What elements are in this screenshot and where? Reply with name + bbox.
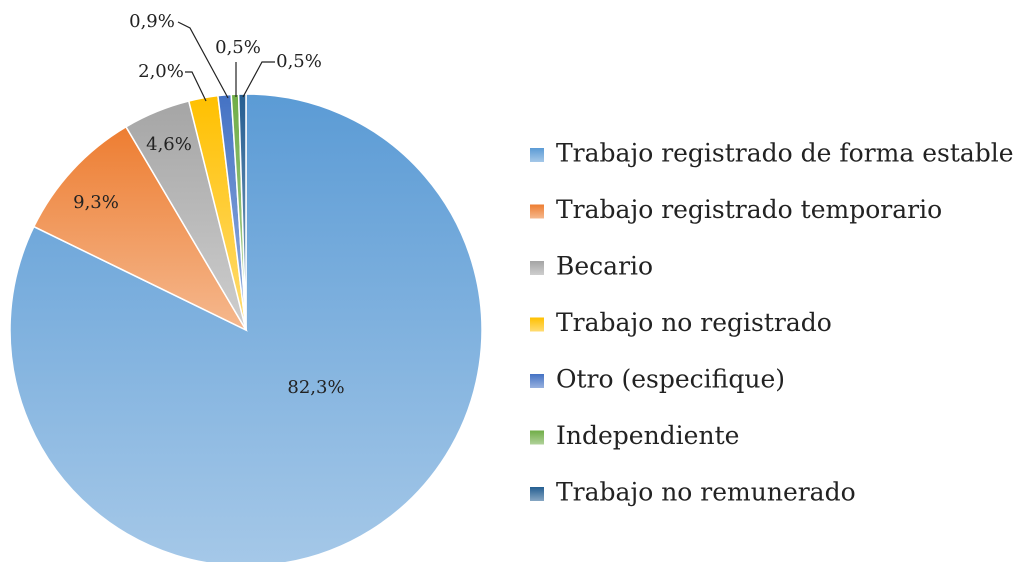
legend-swatch [530, 487, 544, 501]
data-label: 0,5% [276, 51, 322, 72]
legend-swatch [530, 148, 544, 162]
leader-line [177, 21, 229, 99]
pie-slice [237, 93, 247, 331]
legend-label: Trabajo registrado de forma estable [556, 139, 1014, 168]
legend-label: Trabajo registrado temporario [556, 195, 942, 224]
legend-swatch [530, 317, 544, 332]
data-label: 82,3% [287, 377, 344, 398]
leader-line [242, 61, 275, 98]
legend-label: Independiente [556, 421, 739, 450]
legend-label: Trabajo no registrado [556, 308, 832, 337]
pie-slice [32, 125, 248, 332]
data-label: 0,5% [215, 37, 261, 58]
data-label: 4,6% [146, 134, 192, 155]
legend-swatch [530, 374, 544, 388]
legend-label: Becario [556, 252, 653, 281]
data-label: 2,0% [138, 61, 184, 82]
leader-line [185, 71, 207, 102]
legend-swatch [530, 261, 544, 275]
data-label: 9,3% [73, 192, 119, 213]
legend-swatch [530, 204, 544, 219]
data-label: 0,9% [129, 11, 175, 32]
legend-label: Otro (especifique) [556, 365, 785, 394]
legend-label: Trabajo no remunerado [556, 478, 856, 507]
legend-swatch [530, 430, 544, 445]
